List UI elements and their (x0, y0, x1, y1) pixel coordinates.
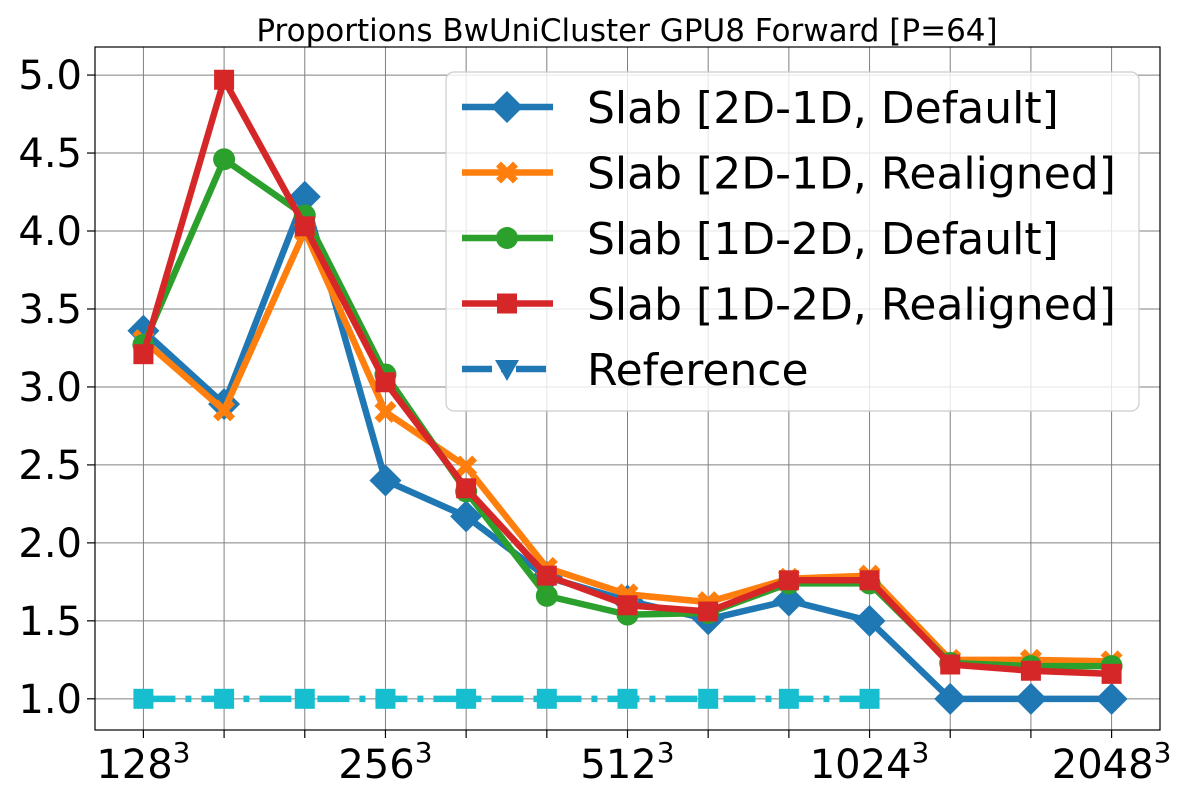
series-layer (127, 69, 1128, 715)
data-point (853, 604, 886, 637)
y-tick-label: 4.0 (18, 209, 82, 255)
legend-marker (497, 293, 517, 314)
data-point (133, 344, 154, 365)
data-point (940, 654, 961, 675)
data-point (617, 595, 638, 616)
legend-label: Reference (587, 345, 809, 396)
data-point (1020, 660, 1041, 681)
x-tick-label: 2563 (338, 736, 432, 788)
data-point (288, 180, 321, 213)
data-point (294, 216, 315, 237)
legend-entry: Slab [2D-1D, Default] (462, 83, 1059, 134)
data-point (698, 688, 719, 709)
data-point (772, 584, 805, 617)
legend-entry: Slab [2D-1D, Realigned] (462, 149, 1116, 200)
legend-label: Slab [1D-2D, Realigned] (587, 280, 1116, 331)
legend-marker (495, 360, 519, 381)
y-tick-label: 2.0 (18, 521, 82, 567)
data-point (934, 682, 967, 715)
data-point (536, 565, 557, 586)
data-point (294, 688, 315, 709)
data-point (214, 688, 235, 709)
legend-entry: Reference (462, 345, 809, 396)
y-tick-label: 5.0 (18, 53, 82, 99)
y-tick-label: 2.5 (18, 443, 82, 489)
legend-label: Slab [1D-2D, Default] (587, 214, 1059, 265)
y-tick-label: 1.0 (18, 677, 82, 723)
data-point (456, 478, 477, 499)
legend-marker (496, 161, 518, 184)
data-point (536, 688, 557, 709)
legend-label: Slab [2D-1D, Default] (587, 83, 1059, 134)
legend-entry: Slab [1D-2D, Realigned] (462, 280, 1116, 331)
data-point (535, 584, 558, 607)
data-point (213, 148, 236, 171)
data-point (213, 399, 236, 422)
y-tick-label: 3.5 (18, 287, 82, 333)
data-point (778, 688, 799, 709)
data-point (698, 601, 719, 622)
data-point (450, 500, 483, 533)
series-4 (133, 688, 880, 709)
y-tick-label: 4.5 (18, 131, 82, 177)
y-axis: 1.0 1.5 2.0 2.5 3.0 3.5 4.0 4.5 5.0 (18, 53, 95, 723)
data-point (369, 464, 402, 497)
data-point (1095, 682, 1128, 715)
data-point (375, 372, 396, 393)
legend-box (445, 71, 1140, 412)
data-point (374, 400, 397, 423)
data-point (1101, 663, 1122, 684)
data-point (778, 570, 799, 591)
data-point (214, 69, 235, 90)
x-tick-label: 1283 (96, 736, 190, 788)
legend-marker (491, 91, 523, 123)
data-point (375, 688, 396, 709)
plot-frame (94, 46, 1161, 731)
legend: Slab [2D-1D, Default] Slab [2D-1D, Realig… (445, 71, 1140, 412)
y-tick-label: 3.0 (18, 365, 82, 411)
data-point (1014, 682, 1047, 715)
x-tick-label: 20483 (1052, 736, 1172, 788)
data-point (133, 688, 154, 709)
data-point (456, 688, 477, 709)
legend-marker (496, 227, 518, 249)
legend-label: Slab [2D-1D, Realigned] (587, 149, 1116, 200)
data-point (859, 688, 880, 709)
data-point (617, 688, 638, 709)
data-point (859, 570, 880, 591)
x-tick-label: 5123 (580, 736, 674, 788)
x-axis: 1283 2563 5123 10243 20483 (96, 730, 1171, 788)
chart-title: Proportions BwUniCluster GPU8 Forward [P… (256, 13, 997, 49)
legend-entry: Slab [1D-2D, Default] (462, 214, 1059, 265)
x-tick-label: 10243 (810, 736, 930, 788)
data-point (455, 455, 478, 478)
series-3 (133, 69, 1122, 684)
y-tick-label: 1.5 (18, 599, 82, 645)
